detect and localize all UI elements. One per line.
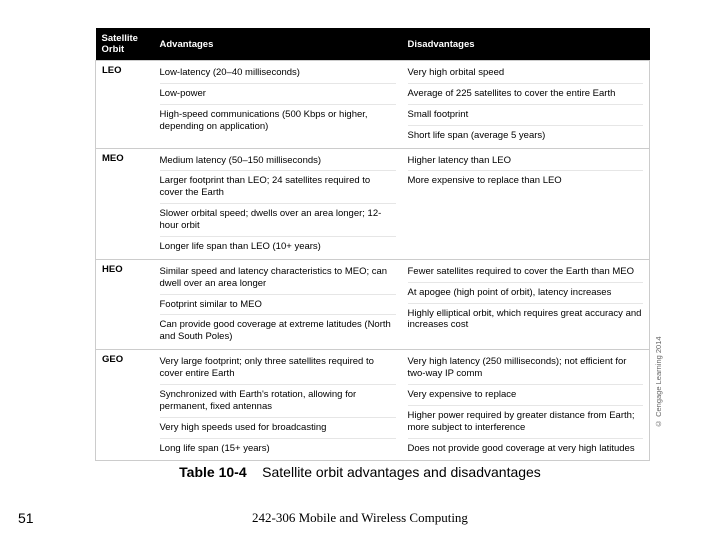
table-row: GEOVery large footprint; only three sate… [96,350,650,461]
header-advantages: Advantages [154,28,402,61]
advantage-item: Footprint similar to MEO [160,294,396,313]
disadvantage-item: Very high latency (250 milliseconds); no… [408,354,644,382]
advantage-item: Can provide good coverage at extreme lat… [160,314,396,345]
cell-disadvantages: Very high orbital speed Average of 225 sa… [402,61,650,149]
disadvantage-item: Average of 225 satellites to cover the e… [408,83,644,102]
disadvantage-item: Higher latency than LEO [408,153,644,169]
footer-text: 242-306 Mobile and Wireless Computing [0,510,720,526]
disadvantage-item: Very expensive to replace [408,384,644,403]
advantage-item: Low-latency (20–40 milliseconds) [160,65,396,81]
table-row: LEO Low-latency (20–40 milliseconds) Low-p… [96,61,650,149]
cell-orbit: HEO [96,259,154,349]
disadvantage-item: More expensive to replace than LEO [408,170,644,189]
table-header-row: Satellite Orbit Advantages Disadvantages [96,28,650,61]
advantage-item: Longer life span than LEO (10+ years) [160,236,396,255]
table-row: HEOSimilar speed and latency characteris… [96,259,650,349]
advantage-item: Very large footprint; only three satelli… [160,354,396,382]
advantage-item: Low-power [160,83,396,102]
advantage-item: Slower orbital speed; dwells over an are… [160,203,396,234]
caption-label: Table 10-4 [179,464,246,480]
cell-disadvantages: Fewer satellites required to cover the E… [402,259,650,349]
advantage-item: Similar speed and latency characteristic… [160,264,396,292]
cell-advantages: Similar speed and latency characteristic… [154,259,402,349]
copyright-credit: © Cengage Learning 2014 [654,28,666,428]
disadvantage-item: Fewer satellites required to cover the E… [408,264,644,280]
header-orbit: Satellite Orbit [96,28,154,61]
cell-advantages: Medium latency (50–150 milliseconds)Larg… [154,148,402,259]
cell-advantages: Very large footprint; only three satelli… [154,350,402,461]
disadvantage-item: Small footprint [408,104,644,123]
advantage-item: Long life span (15+ years) [160,438,396,457]
orbit-table: Satellite Orbit Advantages Disadvantages… [95,28,650,461]
table-row: MEOMedium latency (50–150 milliseconds)L… [96,148,650,259]
header-disadvantages: Disadvantages [402,28,650,61]
disadvantage-item: Very high orbital speed [408,65,644,81]
advantage-item: Larger footprint than LEO; 24 satellites… [160,170,396,201]
cell-orbit: GEO [96,350,154,461]
disadvantage-item: Does not provide good coverage at very h… [408,438,644,457]
disadvantage-item: Short life span (average 5 years) [408,125,644,144]
cell-orbit: LEO [96,61,154,149]
cell-advantages: Low-latency (20–40 milliseconds) Low-powe… [154,61,402,149]
table-caption: Table 10-4 Satellite orbit advantages an… [0,464,720,480]
orbit-table-wrap: Satellite Orbit Advantages Disadvantages… [95,28,650,461]
caption-text: Satellite orbit advantages and disadvant… [262,464,541,480]
advantage-item: High-speed communications (500 Kbps or h… [160,104,396,135]
disadvantage-item: At apogee (high point of orbit), latency… [408,282,644,301]
cell-disadvantages: Higher latency than LEOMore expensive to… [402,148,650,259]
cell-disadvantages: Very high latency (250 milliseconds); no… [402,350,650,461]
disadvantage-item: Highly elliptical orbit, which requires … [408,303,644,334]
advantage-item: Very high speeds used for broadcasting [160,417,396,436]
advantage-item: Medium latency (50–150 milliseconds) [160,153,396,169]
cell-orbit: MEO [96,148,154,259]
advantage-item: Synchronized with Earth's rotation, allo… [160,384,396,415]
disadvantage-item: Higher power required by greater distanc… [408,405,644,436]
